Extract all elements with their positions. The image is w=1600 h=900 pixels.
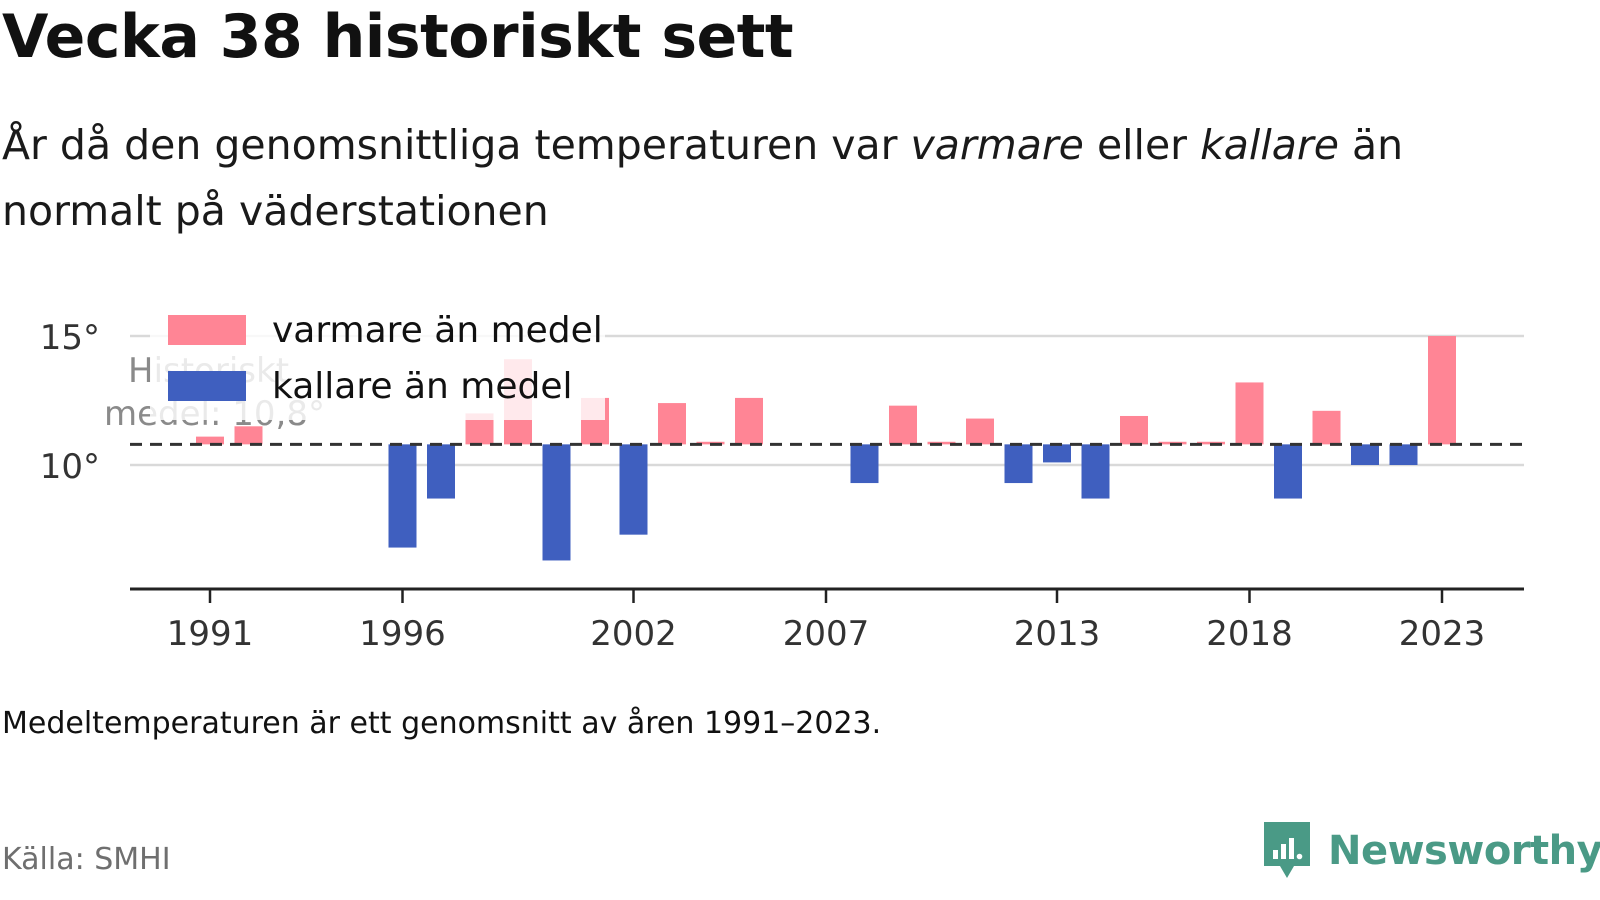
bar-colder (850, 444, 879, 484)
y-tick-label: 15° (40, 318, 100, 358)
bar-colder (542, 444, 571, 561)
bar-colder (1043, 444, 1071, 463)
bar-colder (388, 444, 417, 548)
bar-colder (1389, 444, 1418, 465)
chart-footnote: Medeltemperaturen är ett genomsnitt av å… (2, 706, 882, 741)
subtitle-warmer-word: varmare (910, 121, 1084, 169)
subtitle-text: År då den genomsnittliga temperaturen va… (2, 121, 911, 169)
y-tick-label: 10° (40, 447, 100, 487)
bar-warmer (658, 403, 686, 445)
bar-warmer (1428, 336, 1456, 445)
legend-swatch-warmer (168, 315, 246, 345)
newsworthy-logo-icon (1264, 822, 1310, 878)
bar-warmer (196, 436, 224, 445)
bar-colder (1351, 444, 1379, 465)
bar-colder (1274, 444, 1302, 499)
subtitle-text: än normalt på väderstationen (2, 121, 1404, 235)
legend-label-warmer: varmare än medel (272, 310, 603, 351)
bar-chart: 10°15°Historisktmedel: 10,8°199119962002… (40, 305, 1524, 654)
x-tick-label: 1991 (167, 614, 254, 654)
bar-warmer (1312, 410, 1341, 445)
bar-warmer (1120, 415, 1148, 445)
chart-subtitle: År då den genomsnittliga temperaturen va… (2, 112, 1562, 244)
source-credit: Källa: SMHI (2, 842, 171, 877)
x-tick-label: 1996 (359, 614, 446, 654)
subtitle-colder-word: kallare (1200, 121, 1339, 169)
bar-colder (619, 444, 648, 535)
newsworthy-logo-text: Newsworthy (1328, 828, 1600, 874)
bar-warmer (234, 426, 263, 445)
x-tick-label: 2007 (783, 614, 870, 654)
legend-label-colder: kallare än medel (272, 366, 572, 407)
bar-colder (427, 444, 455, 499)
bar-colder (1081, 444, 1110, 499)
bar-warmer (1235, 382, 1264, 445)
bar-warmer (735, 397, 763, 445)
subtitle-text: eller (1083, 121, 1201, 169)
bar-warmer (889, 405, 917, 445)
newsworthy-logo: Newsworthy (1262, 820, 1600, 882)
bar-warmer (966, 418, 994, 445)
x-tick-label: 2013 (1014, 614, 1101, 654)
bar-colder (1004, 444, 1033, 484)
legend-swatch-colder (168, 371, 246, 401)
chart-title: Vecka 38 historiskt sett (2, 2, 794, 72)
x-tick-label: 2018 (1206, 614, 1293, 654)
x-tick-label: 2002 (590, 614, 677, 654)
x-tick-label: 2023 (1399, 614, 1486, 654)
